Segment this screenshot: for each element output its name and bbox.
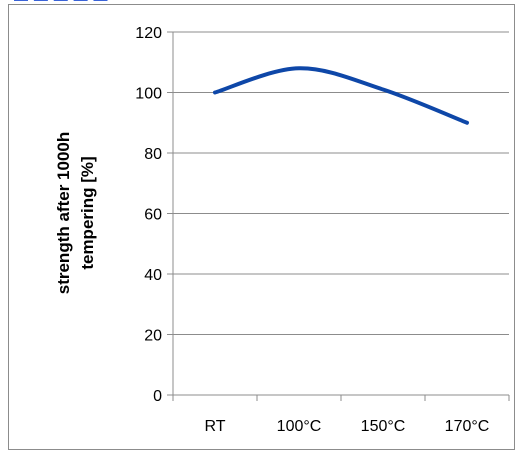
x-tick-label: 100°C	[277, 418, 322, 435]
y-tick-label: 120	[135, 25, 162, 42]
y-tick-label: 40	[144, 267, 162, 284]
y-tick-label: 20	[144, 328, 162, 345]
cropped-header-text: — — — — —	[14, 0, 109, 6]
y-axis-label-line2: tempering [%]	[78, 156, 97, 269]
series-line	[213, 66, 469, 125]
x-tick-label: 170°C	[445, 418, 490, 435]
y-axis-label-line1: strength after 1000h	[54, 132, 73, 295]
series-group	[213, 66, 469, 125]
x-tick-label: 150°C	[361, 418, 406, 435]
cropped-header: — — — — —	[0, 0, 531, 6]
x-tick-label: RT	[204, 418, 225, 435]
y-tick-labels: 0 20 40 60 80 100 120	[135, 25, 162, 405]
x-tick-labels: RT 100°C 150°C 170°C	[204, 418, 489, 435]
y-tick-label: 0	[153, 388, 162, 405]
chart-area	[8, 4, 515, 450]
y-tick-label: 60	[144, 207, 162, 224]
y-tick-label: 100	[135, 86, 162, 103]
axes	[167, 31, 510, 401]
y-tick-label: 80	[144, 146, 162, 163]
gridlines	[173, 31, 509, 335]
